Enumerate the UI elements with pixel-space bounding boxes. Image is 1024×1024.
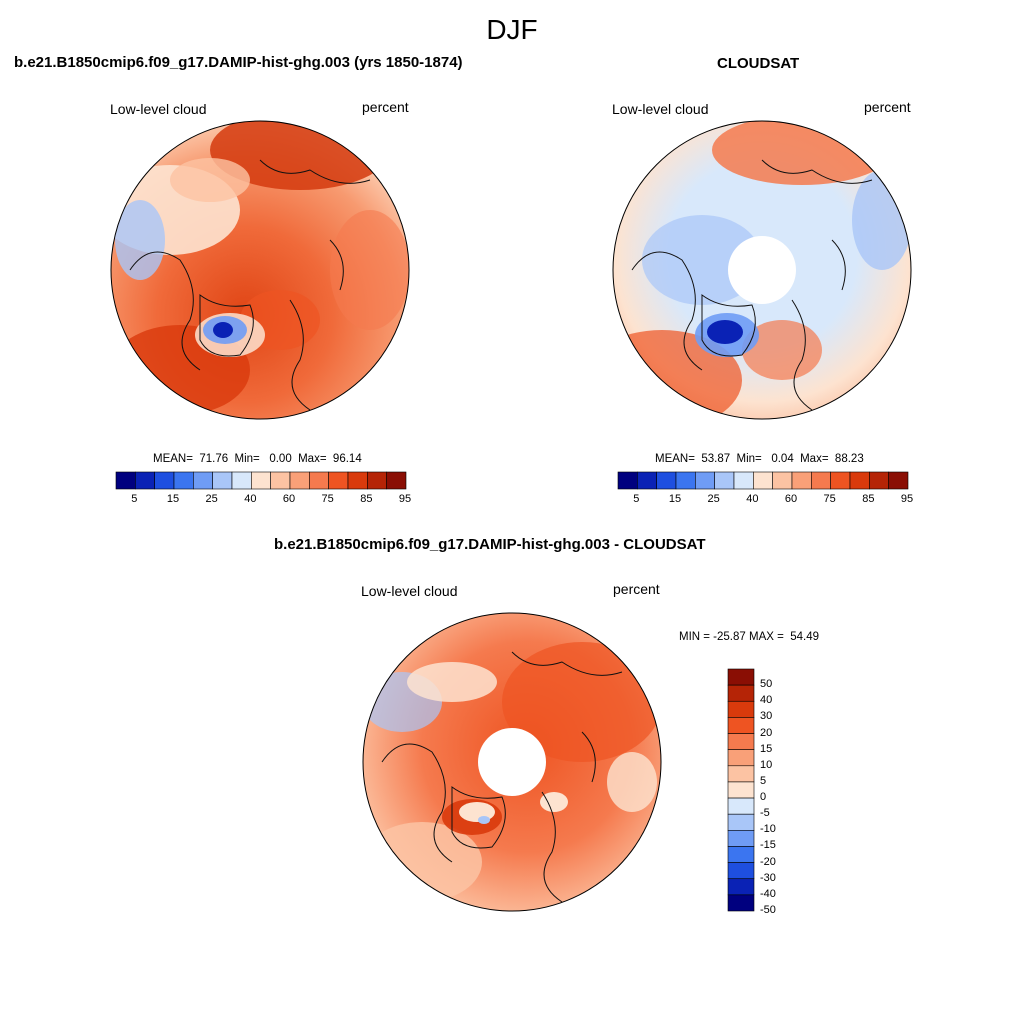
model-colorbar xyxy=(115,471,407,490)
obs-panel-title: CLOUDSAT xyxy=(717,55,800,72)
colorbar-tick-label: 95 xyxy=(398,493,412,505)
colorbar-tick-label: 95 xyxy=(900,493,914,505)
colorbar-swatch xyxy=(727,684,755,702)
colorbar-swatch xyxy=(727,765,755,783)
colorbar-swatch xyxy=(367,471,387,490)
colorbar-tick-label: -50 xyxy=(760,904,776,916)
colorbar-tick-label: 60 xyxy=(784,493,798,505)
obs-colorbar xyxy=(617,471,909,490)
colorbar-swatch xyxy=(849,471,870,490)
colorbar-swatch xyxy=(727,894,755,912)
colorbar-swatch xyxy=(727,797,755,815)
colorbar-swatch xyxy=(888,471,909,490)
model-stats: MEAN= 71.76 Min= 0.00 Max= 96.14 xyxy=(153,453,362,465)
colorbar-swatch xyxy=(637,471,657,490)
diff-polar-map xyxy=(362,612,662,912)
colorbar-swatch xyxy=(772,471,793,490)
colorbar-tick-label: 5 xyxy=(633,493,640,505)
colorbar-swatch xyxy=(135,471,155,490)
colorbar-swatch xyxy=(328,471,349,490)
colorbar-swatch xyxy=(309,471,329,490)
colorbar-swatch xyxy=(830,471,851,490)
colorbar-swatch xyxy=(115,471,136,490)
diff-variable-label: Low-level cloud xyxy=(361,583,458,599)
colorbar-swatch xyxy=(733,471,754,490)
colorbar-swatch xyxy=(289,471,310,490)
colorbar-tick-label: -5 xyxy=(760,807,770,820)
model-units-label: percent xyxy=(362,99,409,115)
colorbar-swatch xyxy=(617,471,638,490)
model-polar-map xyxy=(110,120,410,420)
colorbar-tick-label: 15 xyxy=(166,493,180,505)
obs-units-label: percent xyxy=(864,99,911,115)
colorbar-tick-label: -20 xyxy=(760,855,776,868)
colorbar-tick-label: -30 xyxy=(760,871,776,884)
colorbar-tick-label: 40 xyxy=(760,694,773,707)
colorbar-tick-label: 5 xyxy=(131,493,138,505)
colorbar-swatch xyxy=(656,471,677,490)
colorbar-swatch xyxy=(811,471,831,490)
colorbar-tick-label: 50 xyxy=(760,678,773,691)
colorbar-swatch xyxy=(154,471,175,490)
model-variable-label: Low-level cloud xyxy=(110,101,207,117)
colorbar-swatch xyxy=(714,471,735,490)
colorbar-tick-label: 85 xyxy=(360,493,373,505)
colorbar-tick-label: 75 xyxy=(321,493,334,505)
colorbar-swatch xyxy=(386,471,407,490)
colorbar-tick-label: 25 xyxy=(205,493,218,505)
colorbar-swatch xyxy=(727,668,755,686)
colorbar-swatch xyxy=(675,471,696,490)
diff-units-label: percent xyxy=(613,581,660,597)
colorbar-tick-label: 15 xyxy=(760,742,773,755)
colorbar-swatch xyxy=(791,471,812,490)
model-panel-title: b.e21.B1850cmip6.f09_g17.DAMIP-hist-ghg.… xyxy=(14,54,463,71)
colorbar-tick-label: 20 xyxy=(760,726,773,739)
colorbar-swatch xyxy=(727,862,755,880)
diff-colorbar-ticks: 50 40 30 20 15 10 5 0 -5 -10 -15 -20 -30 -40 -50 xyxy=(760,669,800,916)
colorbar-tick-label: 30 xyxy=(760,710,773,723)
colorbar-swatch xyxy=(727,749,755,767)
colorbar-tick-label: 40 xyxy=(244,493,257,505)
colorbar-tick-label: 75 xyxy=(823,493,836,505)
colorbar-swatch xyxy=(231,471,252,490)
colorbar-swatch xyxy=(727,830,755,847)
colorbar-swatch xyxy=(727,717,755,734)
diff-colorbar xyxy=(727,668,755,912)
colorbar-swatch xyxy=(695,471,715,490)
colorbar-tick-label: -15 xyxy=(760,839,776,852)
colorbar-swatch xyxy=(727,878,755,896)
obs-polar-map xyxy=(612,120,912,420)
colorbar-swatch xyxy=(727,813,755,831)
colorbar-tick-label: 60 xyxy=(282,493,296,505)
colorbar-tick-label: 5 xyxy=(760,774,767,787)
colorbar-swatch xyxy=(347,471,368,490)
diff-panel-title: b.e21.B1850cmip6.f09_g17.DAMIP-hist-ghg.… xyxy=(274,536,706,553)
figure-title: DJF xyxy=(486,14,538,45)
colorbar-tick-label: 85 xyxy=(862,493,875,505)
colorbar-tick-label: 40 xyxy=(746,493,759,505)
colorbar-tick-label: 25 xyxy=(707,493,720,505)
obs-variable-label: Low-level cloud xyxy=(612,101,709,117)
colorbar-tick-label: 15 xyxy=(668,493,682,505)
obs-colorbar-ticks: 5 15 25 40 60 75 85 95 xyxy=(618,493,913,507)
colorbar-swatch xyxy=(727,700,755,718)
colorbar-tick-label: -10 xyxy=(760,823,776,836)
colorbar-swatch xyxy=(869,471,889,490)
colorbar-swatch xyxy=(727,781,755,799)
colorbar-tick-label: -40 xyxy=(760,887,776,900)
colorbar-swatch xyxy=(753,471,773,490)
colorbar-swatch xyxy=(193,471,213,490)
colorbar-swatch xyxy=(727,733,755,750)
colorbar-swatch xyxy=(173,471,194,490)
colorbar-swatch xyxy=(727,846,755,863)
colorbar-tick-label: 10 xyxy=(760,758,773,771)
model-colorbar-ticks: 5 15 25 40 60 75 85 95 xyxy=(116,493,411,507)
colorbar-swatch xyxy=(270,471,291,490)
colorbar-tick-label: 0 xyxy=(760,791,767,804)
colorbar-swatch xyxy=(212,471,233,490)
obs-stats: MEAN= 53.87 Min= 0.04 Max= 88.23 xyxy=(655,453,864,465)
diff-stats: MIN = -25.87 MAX = 54.49 xyxy=(679,631,819,643)
colorbar-swatch xyxy=(251,471,271,490)
